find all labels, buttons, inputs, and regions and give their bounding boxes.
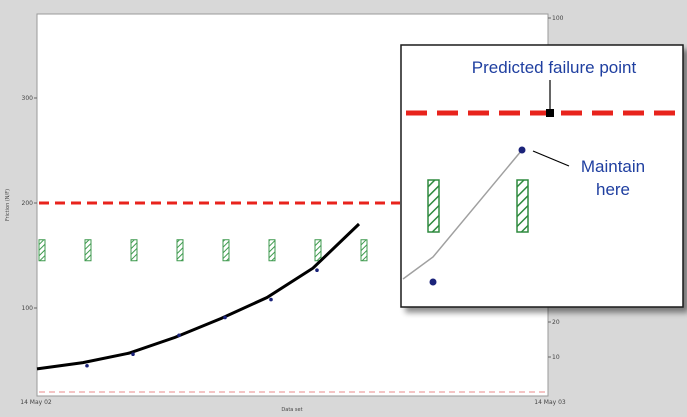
hatched-bar [268,239,276,262]
hatched-bar [84,239,92,262]
hatched-bar [176,239,184,262]
y-left-tick-label: 200 [22,200,34,207]
y-left-tick-label: 100 [22,305,34,312]
data-points [85,268,319,368]
x-tick-label-end: 14 May 03 [534,399,566,406]
y-right-axis: 10 20 100 [548,15,564,361]
data-point [131,352,135,357]
callout-bar-1 [427,179,440,233]
y-left-tick-label: 300 [22,95,34,102]
y-left-axis: 100 200 300 [22,95,37,312]
hatched-bar [222,239,230,262]
x-axis-label: Data set [281,407,302,413]
hatched-bar [130,239,138,262]
callout-maintain-label-2: here [596,180,630,199]
y-right-tick-label: 10 [552,354,560,361]
callout-point-low [429,278,437,286]
trend-line [36,222,361,371]
callout-maintain-label-1: Maintain [581,157,645,176]
y-right-tick-label: 100 [552,15,564,22]
data-point [223,315,227,320]
data-point [315,268,319,273]
callout-point-maintain [518,146,526,154]
hatched-bar [360,239,368,262]
data-point [269,297,273,302]
callout-box [400,44,684,308]
callout-content: Predicted failure point Maintain here [402,58,680,286]
hatched-bars [38,239,368,262]
callout-maintain-leader [532,150,570,167]
callout-failure-point-marker [546,109,554,117]
callout-bar-2 [516,179,529,233]
x-tick-label-start: 14 May 02 [20,399,52,406]
y-axis-label: Friction (N/F) [5,189,11,221]
data-point [85,363,89,368]
data-point [177,333,181,338]
hatched-bar [38,239,46,262]
callout-trend-line [402,149,523,280]
y-right-tick-label: 20 [552,319,560,326]
callout-title: Predicted failure point [472,58,637,77]
hatched-bar [314,239,322,262]
